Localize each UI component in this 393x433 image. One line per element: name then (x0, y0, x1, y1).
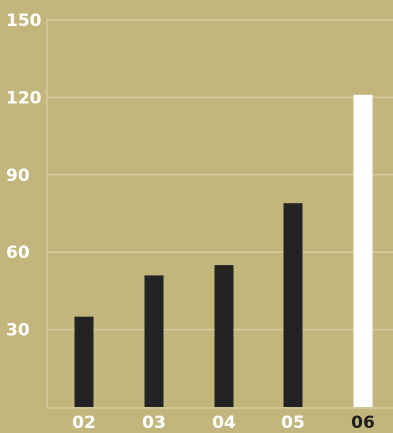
y-tick-label: 90 (6, 166, 30, 186)
bar-04 (214, 265, 234, 407)
gridlines (46, 18, 393, 409)
bar-03 (144, 275, 164, 407)
x-tick-label-06: 06 (351, 413, 375, 433)
y-tick-label: 30 (6, 321, 30, 341)
x-tick-label-02: 02 (72, 413, 96, 433)
x-tick-label-05: 05 (281, 413, 305, 433)
y-tick-label: 150 (6, 11, 42, 31)
y-axis-ticks: 30 60 90 120 150 (6, 11, 42, 341)
bars (74, 94, 373, 407)
y-tick-label: 60 (6, 243, 30, 263)
bar-06 (353, 94, 373, 407)
x-tick-label-04: 04 (212, 413, 236, 433)
bar-05 (283, 203, 303, 407)
x-axis-ticks: 02 03 04 05 06 (72, 413, 375, 433)
x-tick-label-03: 03 (142, 413, 166, 433)
y-tick-label: 120 (6, 88, 42, 108)
bar-02 (74, 316, 94, 407)
